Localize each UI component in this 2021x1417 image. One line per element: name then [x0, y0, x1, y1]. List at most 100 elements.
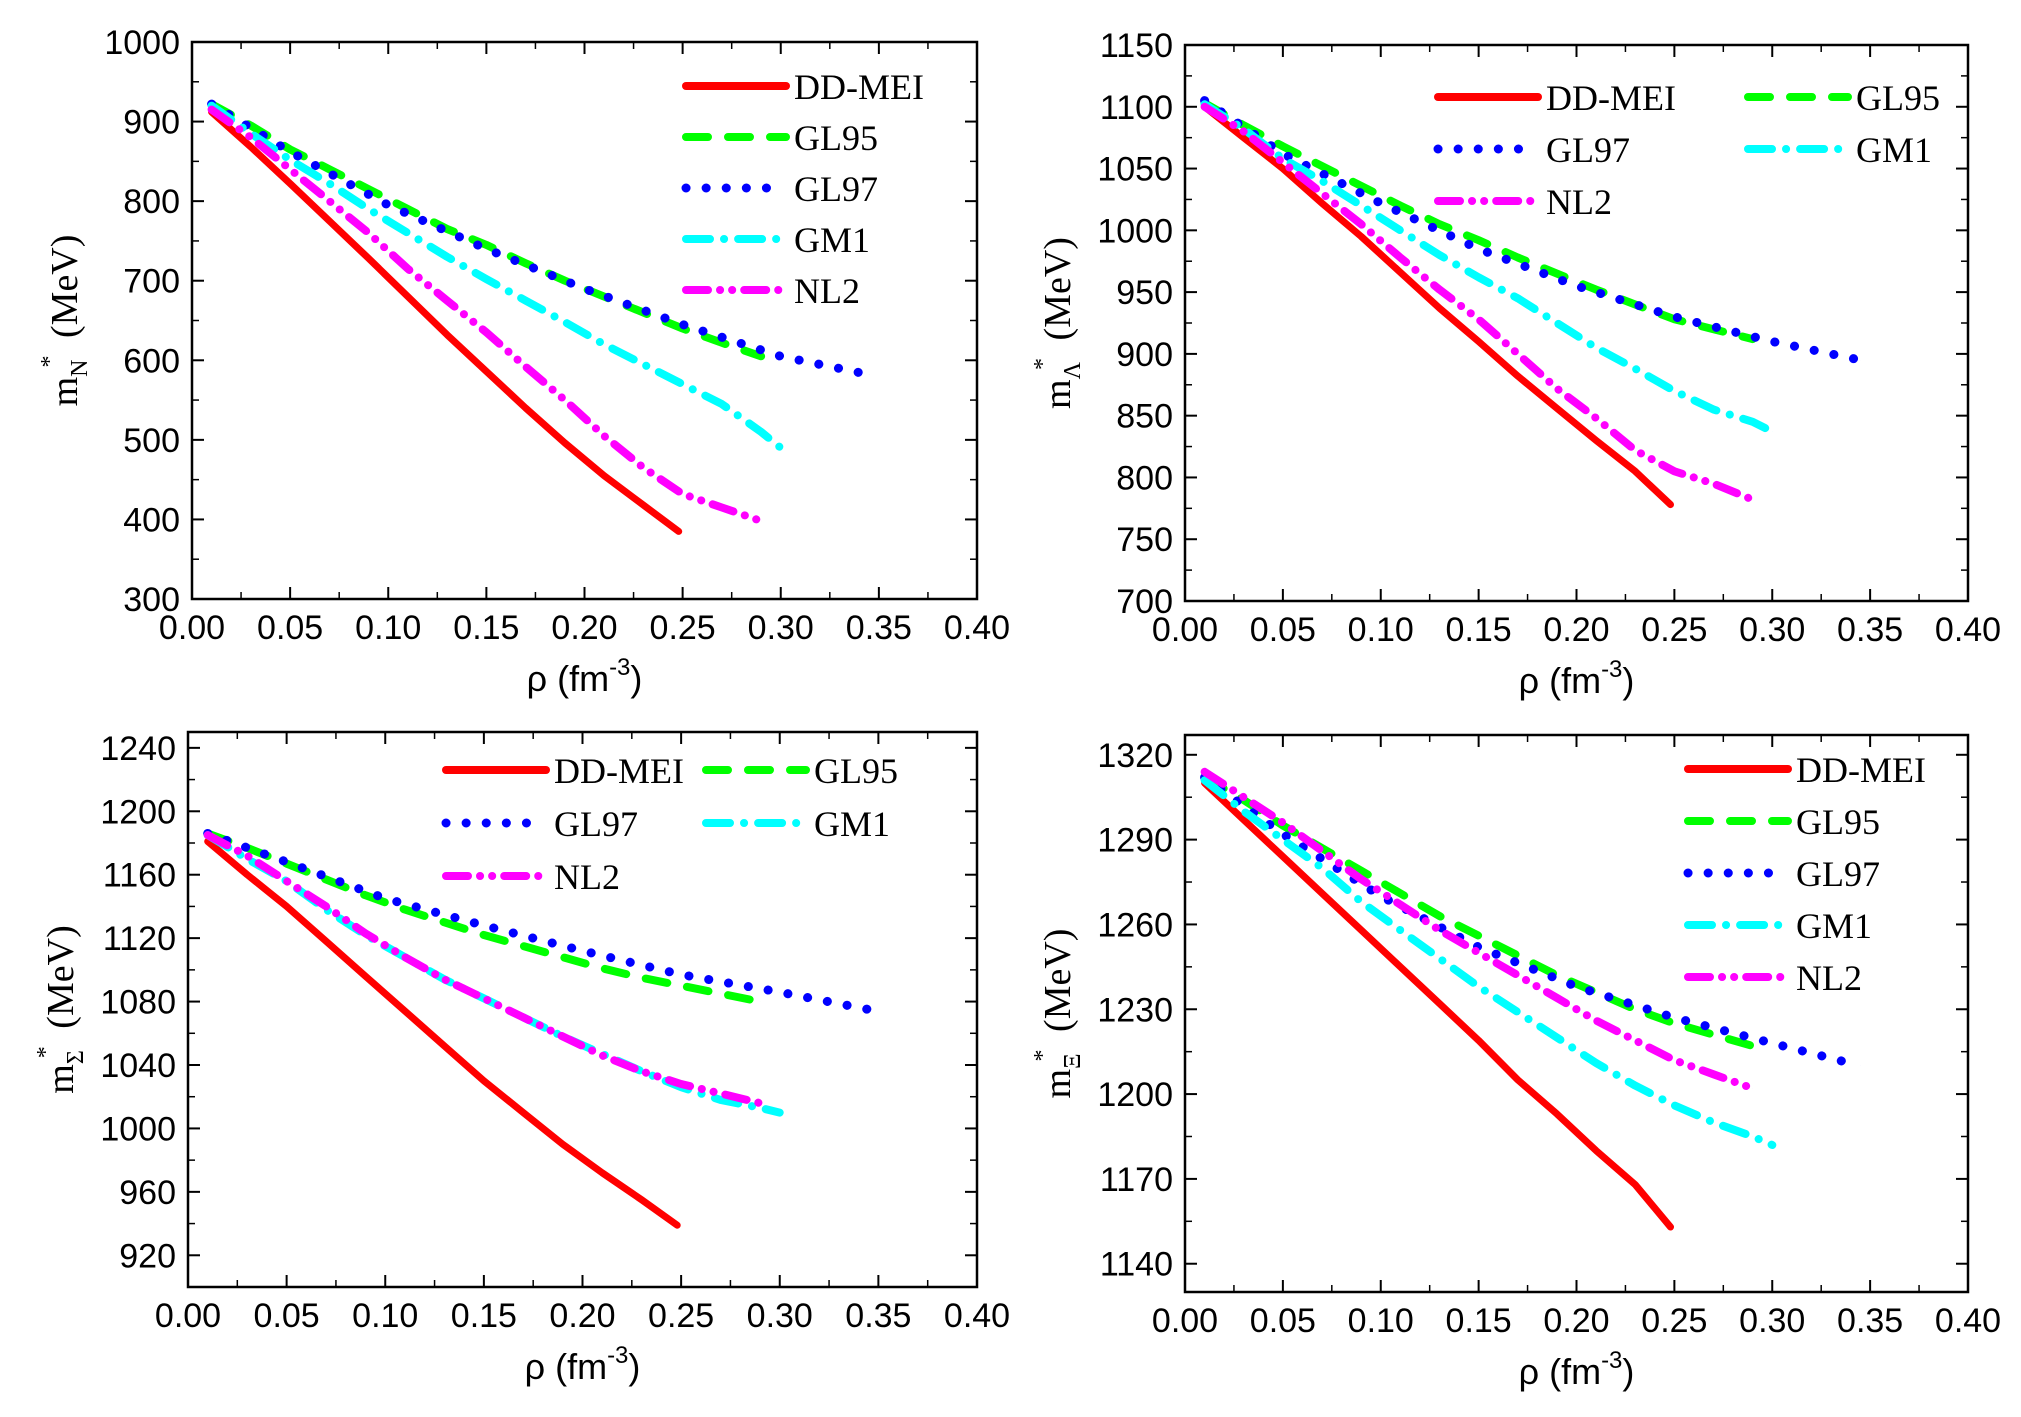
x-tick-label: 0.20 — [551, 609, 617, 647]
legend-label: GL97 — [1796, 854, 1880, 894]
legend-label: NL2 — [554, 857, 620, 897]
y-tick-label: 600 — [123, 342, 180, 380]
legend-item: NL2 — [442, 857, 620, 897]
x-tick-label: 0.30 — [1739, 1302, 1805, 1340]
x-tick-label: 0.25 — [648, 1297, 714, 1335]
y-axis-label: mN * (MeV) — [37, 235, 93, 407]
x-tick-label: 0.40 — [944, 1297, 1010, 1335]
y-tick-label: 1230 — [1097, 991, 1173, 1029]
series-line-gl95 — [1200, 773, 1757, 1050]
x-axis-label-superscript: -3 — [607, 1342, 628, 1369]
y-tick-label: 900 — [123, 104, 180, 142]
legend-label: DD-MEI — [554, 751, 684, 791]
legend-label: GM1 — [814, 804, 890, 844]
legend-item: GM1 — [702, 804, 890, 844]
x-axis-label: ρ (fm-3) — [1519, 656, 1635, 701]
legend-item: DD-MEI — [1434, 78, 1676, 118]
y-tick-label: 920 — [119, 1237, 176, 1275]
series-group — [1200, 767, 1865, 1231]
panel-xi: 0.00 0.05 0.10 0.15 0.20 0.25 0.30 0.35 0.40 1140… — [1030, 733, 2001, 1392]
y-tick-label: 1000 — [1097, 212, 1173, 250]
legend-label: GL95 — [814, 751, 898, 791]
legend-item: DD-MEI — [682, 67, 924, 107]
series-line-gm1 — [1200, 100, 1777, 436]
legend-item: NL2 — [682, 271, 860, 311]
legend-label: NL2 — [1796, 958, 1862, 998]
series-line-dd-mei — [1201, 779, 1674, 1231]
x-tick-label: 0.05 — [257, 609, 323, 647]
x-tick-label: 0.30 — [1739, 611, 1805, 649]
y-tick-label: 1040 — [100, 1047, 176, 1085]
legend-item: GL97 — [1433, 130, 1630, 170]
x-axis-label-superscript: -3 — [609, 654, 630, 681]
legend-label: DD-MEI — [794, 67, 924, 107]
y-axis-label: mΛ * (MeV) — [1030, 237, 1086, 409]
y-tick-label: 1160 — [103, 857, 176, 895]
x-axis-label: ρ (fm-3) — [1519, 1347, 1635, 1392]
x-axis-label: ρ (fm-3) — [527, 654, 643, 699]
legend-label: GL95 — [1856, 78, 1940, 118]
series-line-dd-mei — [208, 108, 683, 535]
legend-item: GL95 — [1744, 78, 1940, 118]
legend-item: GL97 — [1683, 854, 1880, 894]
x-axis-label-close: ) — [630, 658, 642, 699]
y-axis-label-superscript: * — [37, 356, 63, 368]
y-tick-label: 1080 — [100, 984, 176, 1022]
x-tick-label: 0.15 — [1446, 611, 1512, 649]
x-axis-label-text: ρ (fm — [1519, 660, 1601, 701]
y-tick-label: 900 — [1116, 336, 1173, 374]
y-axis-label-subscript: N — [67, 360, 93, 377]
y-axis-label-subscript: Λ — [1060, 361, 1086, 379]
x-axis-label-close: ) — [1622, 1351, 1634, 1392]
y-axis-label: mΞ * (MeV) — [1030, 929, 1086, 1099]
legend-item: GM1 — [682, 220, 870, 260]
legend-item: GL95 — [1684, 802, 1880, 842]
legend: DD-MEI GL95 GL97 GM1 NL2 — [1433, 78, 1940, 222]
x-tick-label: 0.40 — [1935, 1302, 2001, 1340]
x-axis-label-text: ρ (fm — [527, 658, 609, 699]
legend-item: GL97 — [681, 169, 878, 209]
y-tick-label: 960 — [119, 1174, 176, 1212]
x-tick-label: 0.15 — [453, 609, 519, 647]
legend-label: GL97 — [1546, 130, 1630, 170]
y-tick-label: 1140 — [1100, 1246, 1173, 1284]
legend-label: GL97 — [554, 804, 638, 844]
y-tick-label: 1170 — [1100, 1161, 1173, 1199]
series-line-nl2 — [207, 105, 766, 525]
y-axis-label-symbol: m — [40, 1064, 82, 1094]
x-axis-label-superscript: -3 — [1601, 656, 1622, 683]
legend-label: GL95 — [794, 118, 878, 158]
y-axis-label-unit: (MeV) — [1037, 237, 1079, 350]
y-tick-label: 750 — [1116, 521, 1173, 559]
y-axis-label: mΣ * (MeV) — [33, 925, 89, 1093]
y-axis-label-symbol: m — [44, 377, 86, 407]
series-group — [207, 99, 874, 535]
series-group — [1200, 96, 1865, 509]
legend-item: GL97 — [441, 804, 638, 844]
series-group — [203, 829, 873, 1229]
y-tick-label: 950 — [1116, 274, 1173, 312]
y-tick-label: 700 — [123, 263, 180, 301]
x-tick-label: 0.15 — [451, 1297, 517, 1335]
legend-label: DD-MEI — [1796, 750, 1926, 790]
y-axis-label-superscript: * — [1030, 1049, 1056, 1061]
y-tick-label: 1100 — [1100, 89, 1173, 127]
x-axis-label-superscript: -3 — [1601, 1347, 1622, 1374]
y-tick-label: 1150 — [1100, 27, 1173, 65]
x-tick-label: 0.40 — [944, 609, 1010, 647]
y-tick-label: 500 — [123, 422, 180, 460]
x-tick-label: 0.30 — [747, 1297, 813, 1335]
x-tick-label: 0.15 — [1446, 1302, 1512, 1340]
legend-label: GM1 — [1856, 130, 1932, 170]
series-line-gl95 — [1200, 99, 1757, 344]
legend-item: NL2 — [1434, 182, 1612, 222]
legend-label: GL97 — [794, 169, 878, 209]
x-tick-label: 0.40 — [1935, 611, 2001, 649]
y-tick-label: 300 — [123, 581, 180, 619]
legend-label: NL2 — [1546, 182, 1612, 222]
panel-sigma: 0.00 0.05 0.10 0.15 0.20 0.25 0.30 0.35 0.40 920 9… — [33, 730, 1010, 1387]
plot-frame — [1183, 43, 1970, 603]
x-tick-label: 0.10 — [352, 1297, 418, 1335]
y-tick-label: 1050 — [1097, 151, 1173, 189]
series-line-nl2 — [1200, 102, 1757, 504]
